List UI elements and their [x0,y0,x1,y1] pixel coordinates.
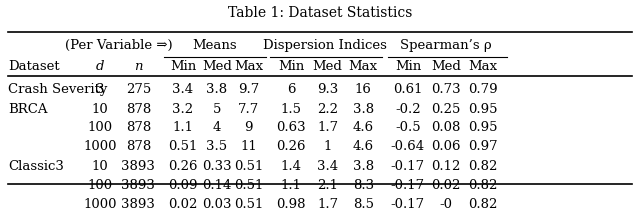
Text: Dispersion Indices: Dispersion Indices [263,39,387,52]
Text: (Per Variable ⇒): (Per Variable ⇒) [65,39,173,52]
Text: Min: Min [395,60,421,73]
Text: 1: 1 [323,140,332,153]
Text: 3.5: 3.5 [206,140,227,153]
Text: 0.06: 0.06 [431,140,461,153]
Text: 0.25: 0.25 [431,103,461,116]
Text: 878: 878 [126,140,151,153]
Text: 1.7: 1.7 [317,121,338,134]
Text: -0.17: -0.17 [391,179,425,192]
Text: 1.7: 1.7 [317,198,338,211]
Text: 3893: 3893 [122,179,156,192]
Text: 0.02: 0.02 [168,198,198,211]
Text: 3.8: 3.8 [206,83,227,96]
Text: 0.08: 0.08 [431,121,461,134]
Text: 16: 16 [355,83,372,96]
Text: Max: Max [349,60,378,73]
Text: 0.82: 0.82 [468,179,497,192]
Text: 0.14: 0.14 [202,179,232,192]
Text: 0.98: 0.98 [276,198,306,211]
Text: Spearman’s ρ: Spearman’s ρ [401,39,492,52]
Text: 878: 878 [126,103,151,116]
Text: 6: 6 [287,83,296,96]
Text: 4.6: 4.6 [353,121,374,134]
Text: 1.5: 1.5 [281,103,302,116]
Text: 3893: 3893 [122,160,156,173]
Text: n: n [134,60,143,73]
Text: 3.8: 3.8 [353,103,374,116]
Text: 0.51: 0.51 [234,179,263,192]
Text: 0.33: 0.33 [202,160,232,173]
Text: 878: 878 [126,121,151,134]
Text: 4: 4 [212,121,221,134]
Text: 1000: 1000 [83,140,117,153]
Text: 3.4: 3.4 [172,83,193,96]
Text: -0.64: -0.64 [391,140,425,153]
Text: 100: 100 [88,121,113,134]
Text: 2.2: 2.2 [317,103,338,116]
Text: 10: 10 [92,103,109,116]
Text: 100: 100 [88,179,113,192]
Text: Means: Means [193,39,237,52]
Text: Crash Severity: Crash Severity [8,83,107,96]
Text: 275: 275 [126,83,151,96]
Text: 0.82: 0.82 [468,198,497,211]
Text: 11: 11 [240,140,257,153]
Text: 0.51: 0.51 [234,160,263,173]
Text: 0.82: 0.82 [468,160,497,173]
Text: 0.95: 0.95 [468,103,497,116]
Text: 0.51: 0.51 [168,140,198,153]
Text: 10: 10 [92,160,109,173]
Text: 0.51: 0.51 [234,198,263,211]
Text: 0.26: 0.26 [168,160,198,173]
Text: 0.79: 0.79 [468,83,497,96]
Text: 1.4: 1.4 [281,160,302,173]
Text: Max: Max [468,60,497,73]
Text: Table 1: Dataset Statistics: Table 1: Dataset Statistics [228,6,412,20]
Text: 1000: 1000 [83,198,117,211]
Text: 1.1: 1.1 [173,121,193,134]
Text: 3.4: 3.4 [317,160,338,173]
Text: 3.8: 3.8 [353,160,374,173]
Text: 0.09: 0.09 [168,179,198,192]
Text: 9.3: 9.3 [317,83,339,96]
Text: 9.7: 9.7 [238,83,259,96]
Text: Classic3: Classic3 [8,160,63,173]
Text: 0.26: 0.26 [276,140,306,153]
Text: 3: 3 [96,83,104,96]
Text: Med: Med [202,60,232,73]
Text: 3.2: 3.2 [172,103,193,116]
Text: 2.1: 2.1 [317,179,338,192]
Text: 0.97: 0.97 [468,140,497,153]
Text: 8.3: 8.3 [353,179,374,192]
Text: d: d [96,60,104,73]
Text: Min: Min [278,60,305,73]
Text: 0.63: 0.63 [276,121,306,134]
Text: -0.17: -0.17 [391,198,425,211]
Text: 5: 5 [212,103,221,116]
Text: 0.02: 0.02 [431,179,461,192]
Text: Min: Min [170,60,196,73]
Text: 0.73: 0.73 [431,83,461,96]
Text: BRCA: BRCA [8,103,47,116]
Text: 1.1: 1.1 [281,179,302,192]
Text: 0.61: 0.61 [393,83,422,96]
Text: 0.95: 0.95 [468,121,497,134]
Text: 7.7: 7.7 [238,103,259,116]
Text: Med: Med [431,60,461,73]
Text: -0.17: -0.17 [391,160,425,173]
Text: -0.5: -0.5 [395,121,420,134]
Text: 3893: 3893 [122,198,156,211]
Text: 0.12: 0.12 [431,160,461,173]
Text: Dataset: Dataset [8,60,60,73]
Text: 8.5: 8.5 [353,198,374,211]
Text: -0: -0 [440,198,452,211]
Text: 9: 9 [244,121,253,134]
Text: 4.6: 4.6 [353,140,374,153]
Text: Med: Med [313,60,342,73]
Text: -0.2: -0.2 [395,103,420,116]
Text: 0.03: 0.03 [202,198,232,211]
Text: Max: Max [234,60,263,73]
